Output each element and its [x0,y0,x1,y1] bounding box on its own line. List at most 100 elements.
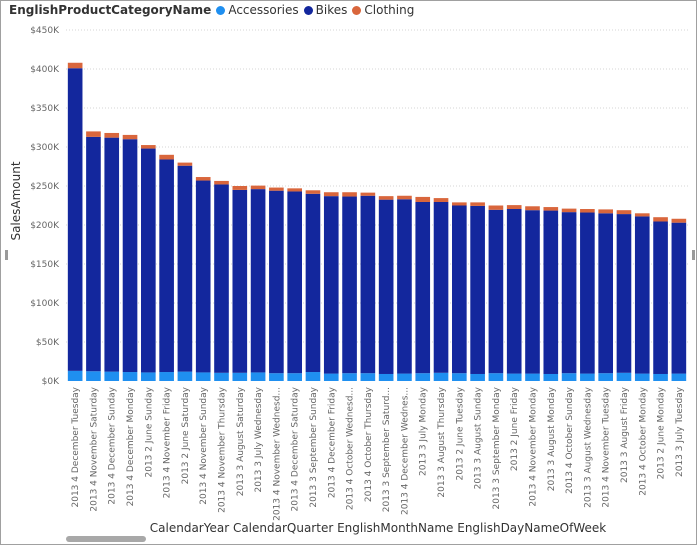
bar-segment-accessories[interactable] [195,372,211,381]
bar-segment-accessories[interactable] [269,373,284,381]
bar-segment-accessories[interactable] [323,373,339,381]
bar-segment-bikes[interactable] [104,137,120,372]
bar-segment-clothing[interactable] [214,180,229,185]
bar-segment-clothing[interactable] [671,218,687,223]
bar-segment-accessories[interactable] [506,373,522,381]
bar-segment-bikes[interactable] [287,191,302,374]
bar-segment-bikes[interactable] [86,136,101,372]
bar-segment-clothing[interactable] [634,213,650,217]
bar-segment-clothing[interactable] [177,162,193,166]
bar-segment-clothing[interactable] [452,202,467,206]
bar-segment-bikes[interactable] [122,139,138,373]
bar-segment-accessories[interactable] [250,372,266,381]
bar-segment-accessories[interactable] [470,373,485,381]
horizontal-scrollbar-thumb[interactable] [66,536,146,542]
bar-segment-bikes[interactable] [177,165,193,372]
bar-segment-bikes[interactable] [634,216,650,374]
bar-segment-clothing[interactable] [305,190,321,194]
bar-segment-bikes[interactable] [525,210,540,374]
bar-segment-bikes[interactable] [653,221,668,374]
bar-segment-bikes[interactable] [433,201,449,373]
bar-segment-clothing[interactable] [543,207,559,211]
bar-segment-bikes[interactable] [506,209,522,374]
bar-segment-accessories[interactable] [342,373,357,381]
bar-segment-accessories[interactable] [415,373,431,381]
legend-item-bikes[interactable]: Bikes [303,3,347,17]
bar-segment-clothing[interactable] [470,202,485,206]
bar-segment-accessories[interactable] [433,372,449,381]
bar-segment-clothing[interactable] [616,210,632,215]
bar-segment-clothing[interactable] [269,187,284,191]
bar-segment-bikes[interactable] [195,180,211,373]
bar-segment-bikes[interactable] [305,193,321,373]
bar-segment-accessories[interactable] [561,373,577,381]
bar-segment-clothing[interactable] [488,205,504,210]
bar-segment-clothing[interactable] [506,205,522,210]
bar-segment-bikes[interactable] [415,201,431,374]
legend-item-accessories[interactable]: Accessories [216,3,299,17]
bar-segment-bikes[interactable] [67,68,83,371]
bar-segment-bikes[interactable] [616,214,632,373]
bar-segment-clothing[interactable] [360,192,376,196]
bar-segment-clothing[interactable] [378,196,394,200]
bar-segment-accessories[interactable] [616,372,632,381]
bar-segment-bikes[interactable] [543,210,559,374]
bar-segment-accessories[interactable] [86,371,101,381]
bar-segment-clothing[interactable] [342,192,357,197]
bar-segment-accessories[interactable] [305,372,321,381]
bar-segment-bikes[interactable] [598,213,613,374]
resize-handle-right[interactable] [692,250,695,260]
bar-segment-clothing[interactable] [122,134,138,140]
bar-segment-bikes[interactable] [580,212,595,374]
bar-segment-clothing[interactable] [598,209,613,214]
bar-segment-accessories[interactable] [214,372,229,381]
bar-segment-bikes[interactable] [232,189,248,373]
bar-segment-bikes[interactable] [378,199,394,374]
bar-segment-clothing[interactable] [323,192,339,197]
bar-segment-clothing[interactable] [86,131,101,137]
bar-segment-accessories[interactable] [67,370,83,381]
bar-segment-accessories[interactable] [525,373,540,381]
bar-segment-clothing[interactable] [159,154,174,160]
bar-segment-accessories[interactable] [122,372,138,381]
bar-segment-accessories[interactable] [287,373,302,381]
bar-segment-clothing[interactable] [195,177,211,181]
bar-segment-clothing[interactable] [415,196,431,202]
bar-segment-accessories[interactable] [543,373,559,381]
bar-segment-bikes[interactable] [671,222,687,374]
bar-segment-clothing[interactable] [397,195,412,200]
bar-segment-bikes[interactable] [452,205,467,374]
bar-segment-accessories[interactable] [378,373,394,381]
bar-segment-accessories[interactable] [397,373,412,381]
bar-segment-bikes[interactable] [342,196,357,374]
bar-segment-bikes[interactable] [159,159,174,373]
bar-segment-accessories[interactable] [141,372,156,381]
bar-segment-clothing[interactable] [287,188,302,192]
bar-segment-clothing[interactable] [580,209,595,213]
bar-segment-clothing[interactable] [232,186,248,190]
bar-segment-accessories[interactable] [653,373,668,381]
bar-segment-bikes[interactable] [323,196,339,374]
bar-segment-accessories[interactable] [634,373,650,381]
legend-item-clothing[interactable]: Clothing [352,3,414,17]
bar-segment-accessories[interactable] [598,373,613,381]
bar-segment-clothing[interactable] [653,217,668,222]
bar-segment-accessories[interactable] [104,371,120,381]
bar-segment-accessories[interactable] [671,373,687,381]
bar-segment-clothing[interactable] [433,198,449,202]
bar-segment-bikes[interactable] [470,205,485,374]
bar-segment-bikes[interactable] [360,195,376,374]
bar-segment-bikes[interactable] [214,184,229,373]
bar-segment-clothing[interactable] [104,132,120,138]
bar-segment-accessories[interactable] [360,373,376,381]
bar-segment-clothing[interactable] [141,145,156,149]
resize-handle-left[interactable] [5,250,8,260]
bar-segment-clothing[interactable] [561,208,577,213]
bar-segment-accessories[interactable] [159,372,174,381]
bar-segment-bikes[interactable] [397,199,412,374]
bar-segment-accessories[interactable] [488,373,504,381]
bar-segment-clothing[interactable] [67,62,83,69]
bar-segment-accessories[interactable] [232,372,248,381]
bar-segment-clothing[interactable] [250,185,266,190]
bar-segment-bikes[interactable] [250,189,266,373]
